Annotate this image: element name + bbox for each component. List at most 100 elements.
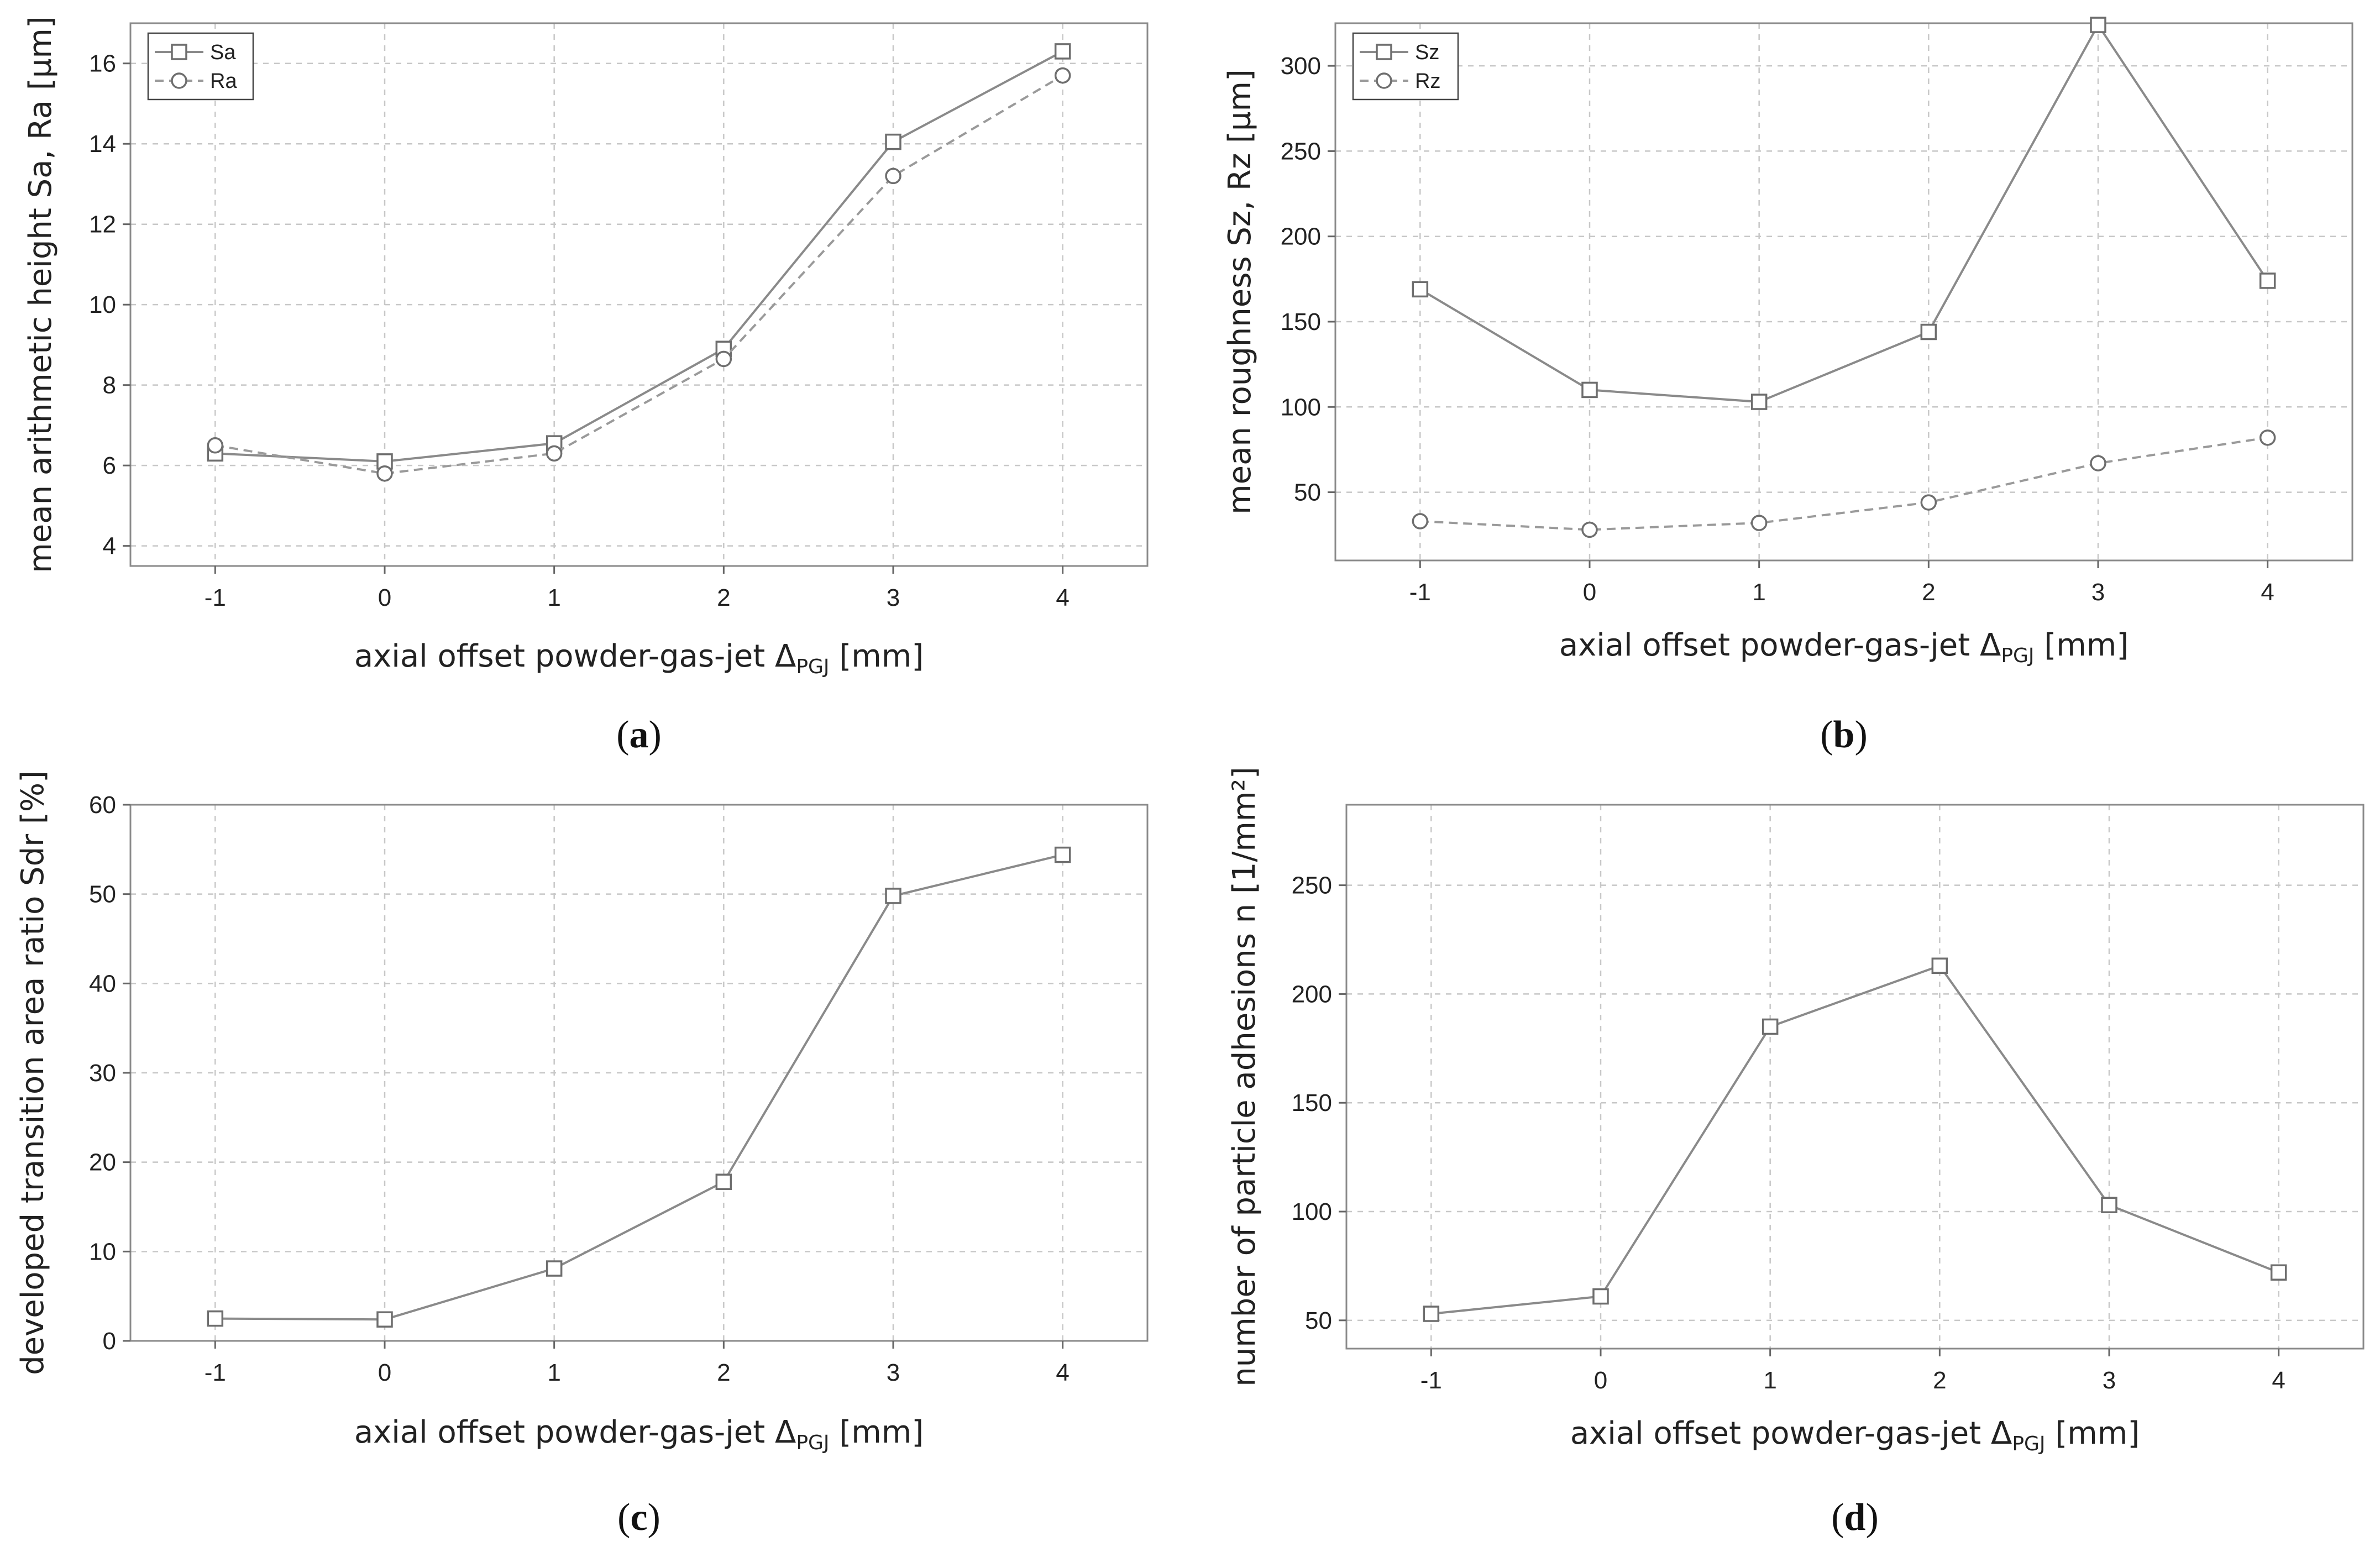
y-tick-label: 12 [89, 211, 116, 238]
data-point-Sdr [1054, 846, 1071, 863]
data-point-Rz [1581, 521, 1598, 538]
x-tick-label: 1 [547, 1359, 560, 1386]
y-tick-label: 16 [89, 50, 116, 77]
y-tick-label: 10 [89, 1238, 116, 1265]
y-tick-label: 200 [1292, 981, 1332, 1008]
x-tick-label: 4 [1056, 584, 1069, 611]
data-point-Rz [1920, 494, 1937, 511]
panel-caption: (b) [1820, 714, 1868, 756]
legend-box [147, 32, 254, 101]
x-tick-label: 4 [2272, 1367, 2285, 1394]
x-tick-label: -1 [205, 1359, 226, 1386]
chart-b: -1 0 1 2 3 4 50 100 150 200 250 300 axial offset pow… [1222, 17, 2353, 756]
x-axis-label-main: axial offset powder-gas-jet Δ [1570, 1416, 2012, 1451]
x-axis-label-main: axial offset powder-gas-jet Δ [354, 638, 796, 674]
caption-paren-open: ( [1831, 1496, 1844, 1539]
data-point-n [1423, 1306, 1440, 1322]
legend-label-Rz: Rz [1415, 70, 1440, 93]
series-line-Sz [1419, 23, 2269, 403]
data-point-n [1931, 957, 1948, 974]
y-tick-label: 10 [89, 291, 116, 318]
data-point-n [1592, 1288, 1609, 1305]
data-point-Sz [1581, 381, 1598, 399]
x-axis-label: axial offset powder-gas-jet ΔPGJ [mm] [1570, 1416, 2140, 1455]
x-axis-label-main: axial offset powder-gas-jet Δ [354, 1414, 796, 1450]
y-tick-label: 200 [1281, 223, 1321, 250]
x-axis-label-main: axial offset powder-gas-jet Δ [1559, 627, 2001, 663]
series-Sz [1412, 17, 2276, 410]
legend: Sa Ra [147, 32, 254, 101]
panel-caption: (a) [616, 714, 662, 756]
x-axis-label-subscript: PGJ [2001, 644, 2034, 667]
caption-letter: b [1833, 714, 1855, 756]
x-axis-label: axial offset powder-gas-jet ΔPGJ [mm] [354, 638, 924, 678]
legend-label-Ra: Ra [210, 70, 237, 93]
data-point-Sdr [885, 888, 901, 904]
x-tick-label: 1 [1763, 1367, 1776, 1394]
legend: Sz Rz [1352, 32, 1459, 101]
x-tick-label: 0 [1594, 1367, 1607, 1394]
data-point-n [2101, 1197, 2117, 1213]
data-point-Sz [1920, 323, 1937, 340]
data-point-Sz [2090, 17, 2106, 33]
legend-marker-Sa [171, 44, 187, 60]
legend-marker-Sz [1376, 44, 1392, 60]
data-point-n [1762, 1018, 1779, 1035]
data-point-Ra [376, 465, 393, 482]
x-tick-label: -1 [1409, 579, 1431, 606]
caption-paren-open: ( [617, 1496, 630, 1539]
data-point-Sdr [207, 1310, 224, 1327]
x-axis-label-subscript: PGJ [796, 656, 829, 678]
data-point-Sdr [546, 1260, 563, 1277]
x-axis-label-unit: [mm] [2035, 627, 2129, 663]
data-point-Sa [1054, 43, 1071, 60]
y-tick-label: 14 [89, 130, 116, 158]
data-point-Sz [2259, 272, 2276, 289]
y-tick-label: 50 [89, 881, 116, 908]
y-tick-label: 60 [89, 791, 116, 819]
data-point-Sz [1750, 394, 1768, 410]
x-tick-label: 1 [547, 584, 560, 611]
y-tick-label: 300 [1281, 53, 1321, 80]
data-point-Rz [2259, 429, 2276, 446]
legend-label-Sa: Sa [210, 41, 236, 64]
x-tick-label: 3 [887, 1359, 900, 1386]
data-point-Sa [885, 133, 901, 150]
data-point-Ra [207, 437, 224, 454]
x-tick-label: 0 [1583, 579, 1596, 606]
y-tick-label: 0 [103, 1328, 116, 1355]
y-tick-label: 20 [89, 1149, 116, 1176]
caption-paren-close: ) [648, 1496, 660, 1539]
x-axis-label: axial offset powder-gas-jet ΔPGJ [mm] [354, 1414, 924, 1454]
x-axis-label-subscript: PGJ [796, 1432, 829, 1454]
x-tick-label: 4 [1056, 1359, 1069, 1386]
caption-letter: c [630, 1496, 647, 1539]
x-tick-label: -1 [205, 584, 226, 611]
data-point-Rz [1412, 513, 1429, 530]
plot-frame [129, 22, 1149, 567]
data-point-Rz [1750, 515, 1768, 531]
x-tick-label: 2 [717, 1359, 730, 1386]
y-tick-label: 150 [1292, 1089, 1332, 1116]
chart-d: -1 0 1 2 3 4 50 100 150 200 250 axial offset powder… [1226, 767, 2365, 1539]
plot-frame [1334, 22, 2353, 562]
series-n [1423, 957, 2287, 1322]
caption-paren-close: ) [1865, 1496, 1878, 1539]
caption-paren-open: ( [616, 714, 629, 756]
data-point-Ra [1054, 67, 1071, 84]
x-axis-label-unit: [mm] [830, 638, 924, 674]
series-line-Rz [1420, 436, 2268, 531]
x-tick-label: 1 [1752, 579, 1765, 606]
data-point-Ra [885, 167, 901, 185]
series-Ra [207, 67, 1071, 482]
caption-letter: d [1844, 1496, 1866, 1539]
x-tick-label: 3 [2091, 579, 2105, 606]
x-tick-label: 3 [2103, 1367, 2116, 1394]
y-tick-label: 250 [1292, 872, 1332, 899]
x-tick-label: 2 [1922, 579, 1935, 606]
y-tick-label: 150 [1281, 308, 1321, 335]
series-line-Sdr [215, 853, 1063, 1321]
series-Sdr [207, 846, 1071, 1328]
